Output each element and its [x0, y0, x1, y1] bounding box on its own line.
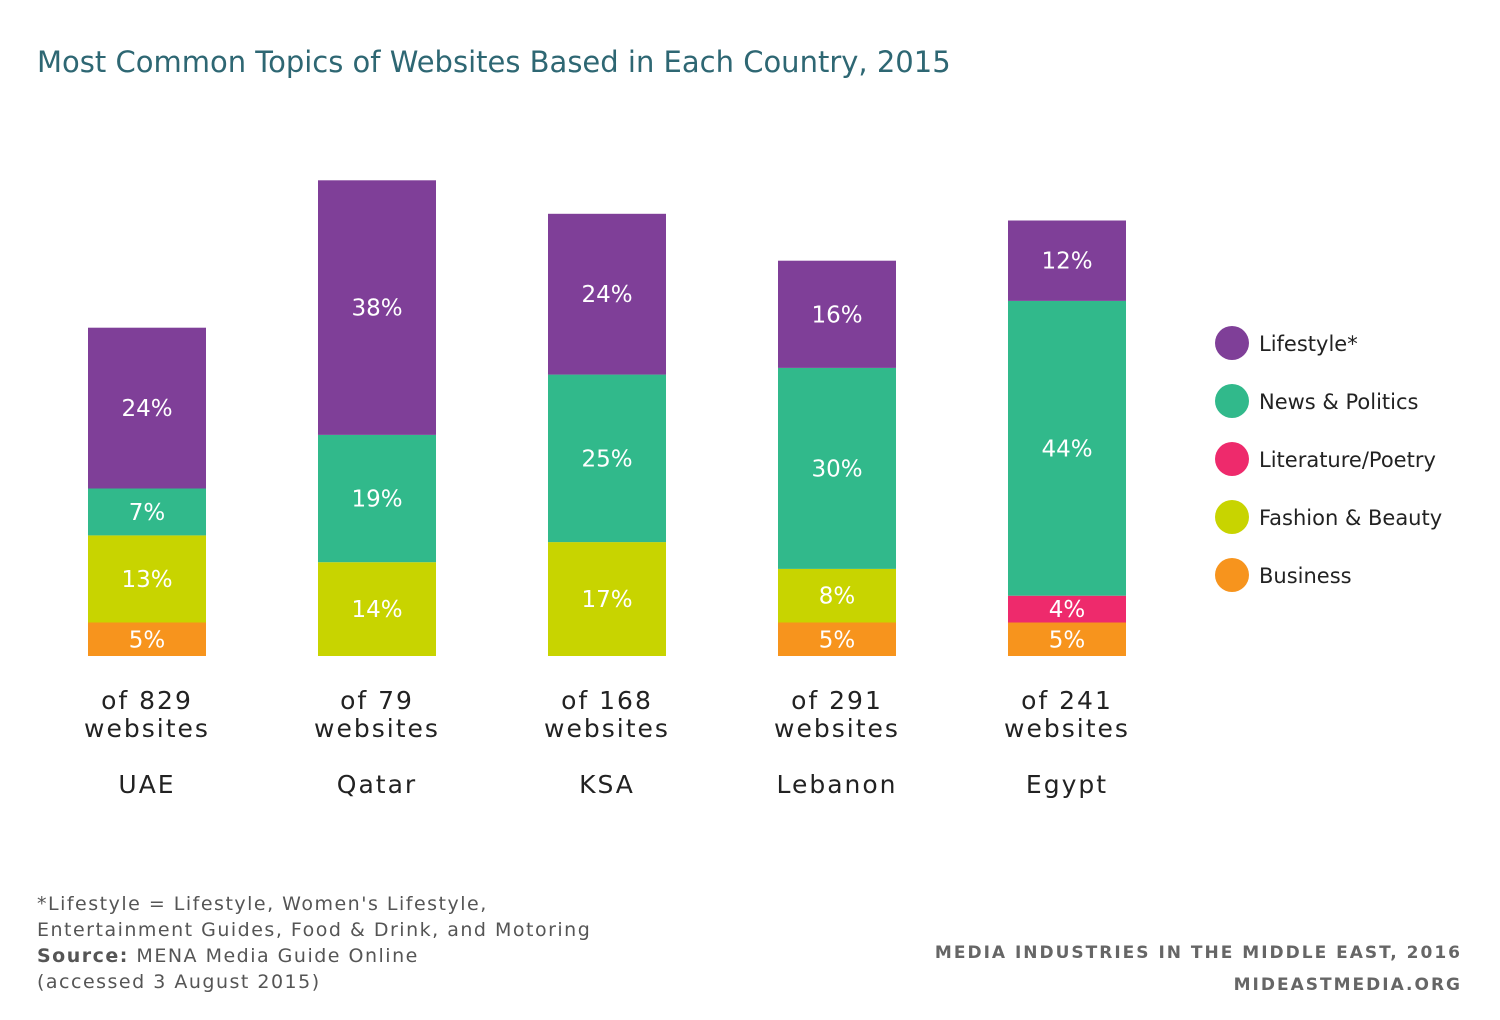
- legend-label: Lifestyle*: [1259, 332, 1358, 356]
- data-label: 13%: [121, 567, 172, 593]
- footnote-line-2: Entertainment Guides, Food & Drink, and …: [37, 919, 591, 941]
- legend-label: News & Politics: [1259, 390, 1418, 414]
- category-total-line: of 241: [1021, 686, 1113, 715]
- data-label: 16%: [811, 302, 862, 328]
- segment-ksa-lifestyle: [548, 213, 666, 375]
- legend-label: Fashion & Beauty: [1259, 506, 1442, 530]
- legend-label: Business: [1259, 564, 1352, 588]
- legend-item-lifestyle: Lifestyle*: [1215, 326, 1358, 360]
- category-total-line: of 168: [561, 686, 653, 715]
- category-total-line: of 79: [340, 686, 414, 715]
- source-text: MENA Media Guide Online: [129, 945, 419, 967]
- legend-label: Literature/Poetry: [1259, 448, 1436, 472]
- legend-item-fashion-beauty: Fashion & Beauty: [1215, 500, 1442, 534]
- segment-lebanon-business: [778, 622, 896, 656]
- data-label: 24%: [121, 396, 172, 422]
- data-label: 8%: [819, 584, 856, 610]
- segment-egypt-business: [1008, 622, 1126, 656]
- data-label: 44%: [1041, 436, 1092, 462]
- segment-egypt-news-politics: [1008, 300, 1126, 596]
- category-total-line: websites: [774, 714, 900, 743]
- data-label: 38%: [351, 296, 402, 322]
- category-total-line: websites: [1004, 714, 1130, 743]
- data-label: 7%: [129, 500, 166, 526]
- data-label: 14%: [351, 597, 402, 623]
- data-label: 30%: [811, 456, 862, 482]
- legend: Lifestyle* News & Politics Literature/Poet…: [1215, 326, 1442, 592]
- data-label: 5%: [129, 627, 166, 653]
- credit-line-2: MIDEASTMEDIA.ORG: [1234, 975, 1462, 995]
- segment-uae-business: [88, 622, 206, 656]
- category-total-line: of 291: [791, 686, 883, 715]
- segment-ksa-news-politics: [548, 374, 666, 543]
- segment-qatar-fashion-beauty: [318, 562, 436, 656]
- data-label: 17%: [581, 587, 632, 613]
- segment-egypt-lifestyle: [1008, 220, 1126, 301]
- segment-ksa-fashion-beauty: [548, 542, 666, 656]
- accessed-line: (accessed 3 August 2015): [37, 971, 321, 993]
- segment-qatar-news-politics: [318, 434, 436, 563]
- data-label: 19%: [351, 487, 402, 513]
- source-line: Source: MENA Media Guide Online: [37, 945, 419, 967]
- credits: MEDIA INDUSTRIES IN THE MIDDLE EAST, 201…: [935, 943, 1462, 995]
- segment-uae-fashion-beauty: [88, 535, 206, 623]
- segment-lebanon-news-politics: [778, 367, 896, 569]
- category-label: Egypt: [1026, 770, 1108, 799]
- legend-item-literature-poetry: Literature/Poetry: [1215, 442, 1436, 476]
- legend-swatch: [1215, 442, 1249, 476]
- legend-swatch: [1215, 384, 1249, 418]
- data-label: 5%: [819, 627, 856, 653]
- segment-qatar-lifestyle: [318, 180, 436, 435]
- source-label: Source:: [37, 945, 129, 967]
- category-label: UAE: [118, 770, 175, 799]
- segment-uae-news-politics: [88, 488, 206, 536]
- category-label: KSA: [579, 770, 635, 799]
- legend-item-business: Business: [1215, 558, 1352, 592]
- segment-uae-lifestyle: [88, 327, 206, 489]
- legend-swatch: [1215, 500, 1249, 534]
- category-total-line: websites: [314, 714, 440, 743]
- segment-lebanon-fashion-beauty: [778, 568, 896, 623]
- category-label: Qatar: [337, 770, 417, 799]
- legend-item-news-politics: News & Politics: [1215, 384, 1418, 418]
- credit-line-1: MEDIA INDUSTRIES IN THE MIDDLE EAST, 201…: [935, 943, 1462, 963]
- category-total-line: websites: [544, 714, 670, 743]
- segment-egypt-literature-poetry: [1008, 595, 1126, 623]
- footnote-line-1: *Lifestyle = Lifestyle, Women's Lifestyl…: [37, 893, 488, 915]
- data-label: 24%: [581, 282, 632, 308]
- data-label: 12%: [1041, 249, 1092, 275]
- data-label: 25%: [581, 446, 632, 472]
- category-total-line: websites: [84, 714, 210, 743]
- data-label: 4%: [1049, 597, 1086, 623]
- chart-title: Most Common Topics of Websites Based in …: [37, 45, 951, 79]
- category-total-line: of 829: [101, 686, 193, 715]
- legend-swatch: [1215, 326, 1249, 360]
- legend-swatch: [1215, 558, 1249, 592]
- category-label: Lebanon: [776, 770, 897, 799]
- segment-lebanon-lifestyle: [778, 260, 896, 368]
- footnote: *Lifestyle = Lifestyle, Women's Lifestyl…: [37, 893, 591, 993]
- data-label: 5%: [1049, 627, 1086, 653]
